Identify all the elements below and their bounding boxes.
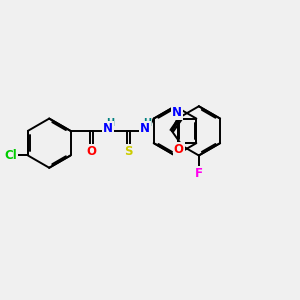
- Text: F: F: [195, 167, 203, 180]
- Text: H: H: [143, 118, 151, 128]
- Text: H: H: [106, 118, 114, 128]
- Text: N: N: [140, 122, 150, 135]
- Text: O: O: [86, 145, 96, 158]
- Text: N: N: [172, 106, 182, 119]
- Text: N: N: [103, 122, 113, 135]
- Text: O: O: [174, 143, 184, 156]
- Text: S: S: [124, 145, 133, 158]
- Text: Cl: Cl: [4, 149, 17, 162]
